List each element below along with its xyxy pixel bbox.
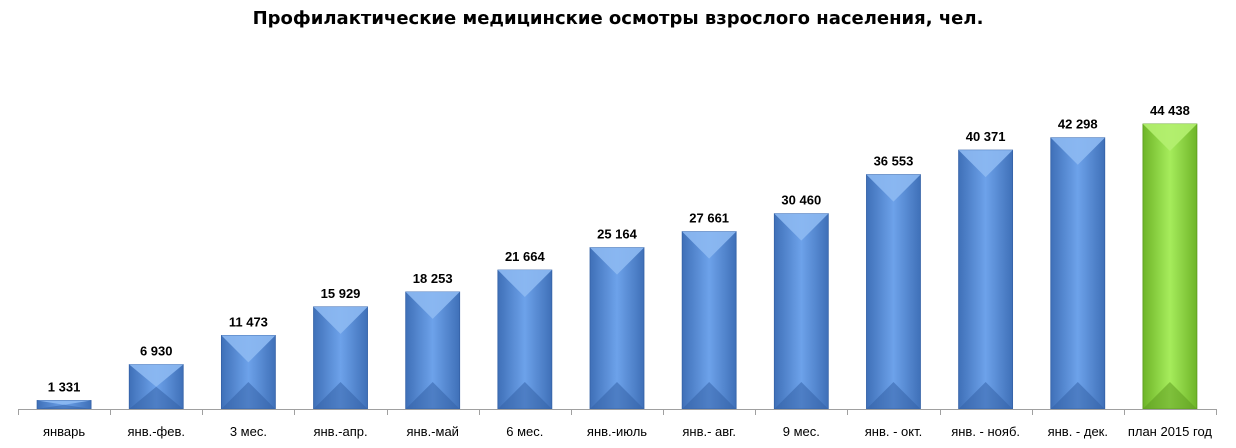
- bar-1: [36, 400, 92, 410]
- value-label: 11 473: [229, 314, 268, 329]
- bar-11: [958, 149, 1014, 410]
- category-label: январь: [43, 424, 85, 439]
- category-label: янв.-фев.: [127, 424, 185, 439]
- value-label: 6 930: [140, 344, 173, 359]
- category-label: 9 мес.: [783, 424, 820, 439]
- bar-8: [681, 231, 737, 410]
- category-label: план 2015 год: [1128, 424, 1213, 439]
- bar-3: [220, 335, 276, 410]
- category-label: янв.-апр.: [313, 424, 367, 439]
- category-label: янв.- авг.: [682, 424, 736, 439]
- value-label: 36 553: [874, 154, 914, 169]
- value-label: 44 438: [1150, 103, 1190, 118]
- category-label: янв. - окт.: [865, 424, 922, 439]
- chart-title: Профилактические медицинские осмотры взр…: [252, 8, 984, 29]
- category-label: 3 мес.: [230, 424, 267, 439]
- category-label: янв.-июль: [587, 424, 647, 439]
- bar-7: [589, 247, 645, 410]
- value-label: 21 664: [505, 249, 546, 264]
- bar-12: [1050, 137, 1106, 410]
- value-label: 40 371: [966, 129, 1006, 144]
- bar-2: [128, 364, 184, 410]
- category-label: янв. - дек.: [1048, 424, 1108, 439]
- bar-6: [497, 269, 553, 410]
- category-label: 6 мес.: [506, 424, 543, 439]
- category-label: янв.-май: [406, 424, 459, 439]
- value-label: 42 298: [1058, 117, 1098, 132]
- value-label: 18 253: [413, 271, 453, 286]
- value-label: 15 929: [321, 286, 361, 301]
- bar-10: [866, 174, 921, 410]
- bar-9: [773, 213, 829, 410]
- value-label: 1 331: [48, 379, 81, 394]
- value-label: 30 460: [781, 193, 821, 208]
- value-label: 27 661: [689, 211, 729, 226]
- bar-13: [1142, 123, 1198, 410]
- bar-4: [313, 306, 368, 410]
- value-label: 25 164: [597, 227, 638, 242]
- category-label: янв. - нояб.: [951, 424, 1020, 439]
- bar-5: [405, 291, 461, 410]
